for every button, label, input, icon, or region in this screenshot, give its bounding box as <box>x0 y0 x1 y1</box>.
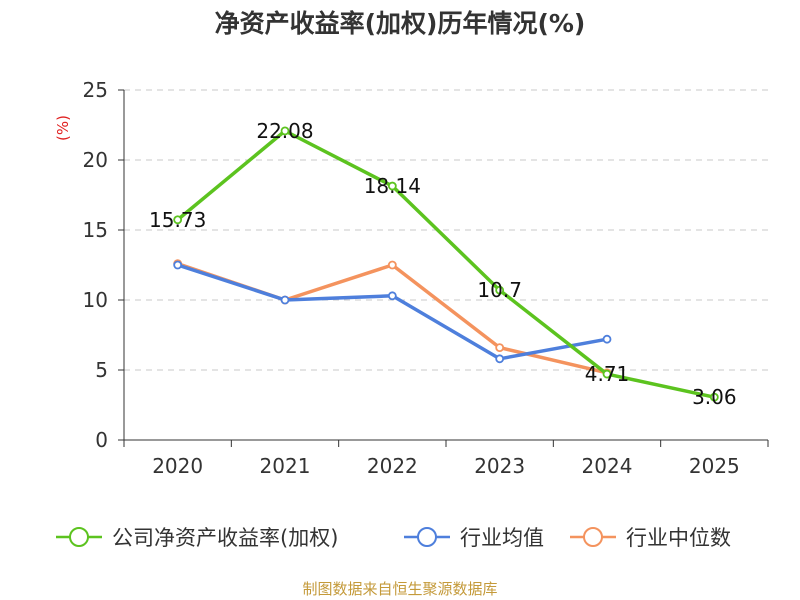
y-tick-label: 10 <box>83 288 108 312</box>
y-tick-label: 0 <box>95 428 108 452</box>
legend-label-1: 行业均值 <box>460 526 544 550</box>
data-label: 22.08 <box>256 119 313 143</box>
data-point-1 <box>173 260 183 270</box>
grid-lines <box>124 89 768 371</box>
legend-marker-1 <box>417 527 437 547</box>
x-tick-label: 2022 <box>367 454 418 478</box>
data-point-1 <box>280 295 290 305</box>
series-lines <box>173 126 719 402</box>
data-labels: 15.73 22.08 18.14 10.7 4.71 3.06 <box>149 119 737 409</box>
source-footer: 制图数据来自恒生聚源数据库 <box>302 580 498 598</box>
data-point-1 <box>602 334 612 344</box>
y-tick-label: 25 <box>83 78 108 102</box>
data-point-1 <box>495 354 505 364</box>
data-label: 4.71 <box>585 362 630 386</box>
y-tick-label: 20 <box>83 148 108 172</box>
legend-marker-0 <box>69 527 89 547</box>
x-tick-label: 2020 <box>152 454 203 478</box>
data-label: 18.14 <box>364 174 421 198</box>
data-point-0 <box>495 285 505 295</box>
data-point-0 <box>280 126 290 136</box>
data-point-0 <box>709 392 719 402</box>
x-tick-label: 2023 <box>474 454 525 478</box>
y-tick-label: 15 <box>83 218 108 242</box>
data-label: 15.73 <box>149 208 206 232</box>
data-point-0 <box>602 369 612 379</box>
data-point-1 <box>387 291 397 301</box>
y-tick-label: 5 <box>95 358 108 382</box>
series-line-1 <box>175 263 609 361</box>
series-line-2 <box>175 261 609 375</box>
x-tick-label: 2024 <box>582 454 633 478</box>
legend-label-0: 公司净资产收益率(加权) <box>112 526 338 550</box>
data-label: 3.06 <box>692 385 737 409</box>
data-point-2 <box>495 343 505 353</box>
chart-title: 净资产收益率(加权)历年情况(%) <box>214 9 586 38</box>
data-point-0 <box>173 215 183 225</box>
x-tick-label: 2021 <box>260 454 311 478</box>
legend-label-2: 行业中位数 <box>626 526 731 550</box>
y-axis-unit-label: (%) <box>54 115 72 141</box>
x-tick-label: 2025 <box>689 454 740 478</box>
legend: 公司净资产收益率(加权) 行业均值 行业中位数 <box>56 526 731 550</box>
data-point-0 <box>387 181 397 191</box>
series-line-0 <box>175 129 717 399</box>
data-point-2 <box>387 260 397 270</box>
data-label: 10.7 <box>477 278 522 302</box>
legend-marker-2 <box>583 527 603 547</box>
